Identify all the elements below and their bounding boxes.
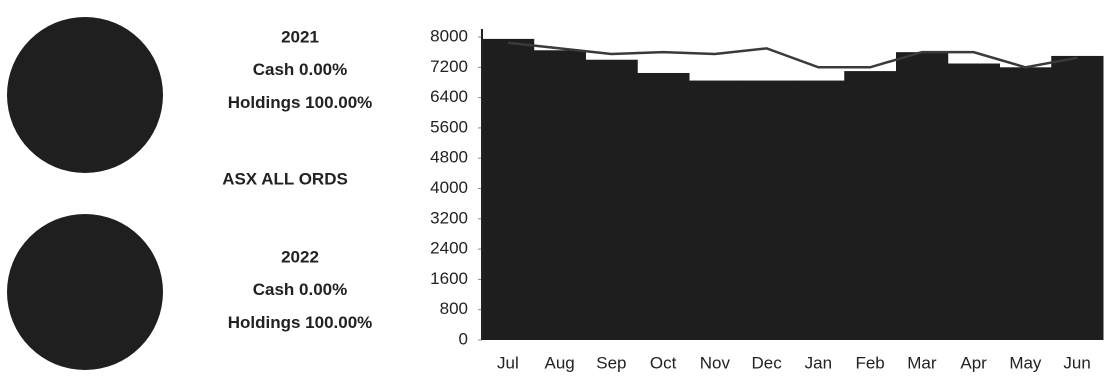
- bar: [896, 52, 949, 341]
- x-tick-label: Jun: [1063, 353, 1090, 372]
- pie-slice: [7, 214, 163, 370]
- line: [507, 41, 1078, 69]
- bar: [947, 63, 1000, 340]
- y-tick-label: 2400: [430, 239, 468, 258]
- bar: [585, 59, 638, 340]
- x-tick-label: May: [1009, 353, 1042, 372]
- pie-legend: Cash 0.00%: [253, 60, 348, 79]
- bar: [689, 80, 742, 341]
- legend-label: Cash: [253, 280, 295, 299]
- pie-slice: [7, 17, 163, 173]
- legend-value: 0.00%: [299, 280, 347, 299]
- x-tick-label: Dec: [752, 353, 783, 372]
- bar: [792, 80, 845, 341]
- y-tick-label: 0: [459, 329, 468, 348]
- pie-title: 2022: [281, 247, 319, 266]
- pie-legend: Holdings 100.00%: [228, 313, 373, 332]
- y-tick-label: 7200: [430, 57, 468, 76]
- bar: [999, 67, 1052, 341]
- x-tick-label: Mar: [907, 353, 937, 372]
- bar: [637, 72, 690, 340]
- y-tick-label: 800: [440, 299, 468, 318]
- y-tick-label: 4000: [430, 178, 468, 197]
- x-tick-label: Aug: [545, 353, 575, 372]
- y-tick-label: 6400: [430, 87, 468, 106]
- legend-label: Holdings: [228, 313, 301, 332]
- pie-legend: Holdings 100.00%: [228, 93, 373, 112]
- legend-label: Cash: [253, 60, 295, 79]
- y-tick-label: 8000: [430, 26, 468, 45]
- x-tick-label: Apr: [960, 353, 987, 372]
- legend-value: 100.00%: [305, 313, 372, 332]
- legend-value: 0.00%: [299, 60, 347, 79]
- chart-title: ASX ALL ORDS: [222, 169, 348, 188]
- bar: [844, 71, 897, 341]
- y-tick-label: 4800: [430, 148, 468, 167]
- bar: [533, 50, 586, 340]
- legend-value: 100.00%: [305, 93, 372, 112]
- y-tick-label: 1600: [430, 269, 468, 288]
- bar: [482, 38, 535, 341]
- x-tick-label: Jan: [805, 353, 832, 372]
- y-tick-label: 3200: [430, 208, 468, 227]
- pie-title: 2021: [281, 27, 319, 46]
- x-tick-label: Oct: [650, 353, 677, 372]
- pie-legend: Cash 0.00%: [253, 280, 348, 299]
- x-tick-label: Feb: [855, 353, 884, 372]
- y-tick-label: 5600: [430, 117, 468, 136]
- x-tick-label: Nov: [700, 353, 731, 372]
- bar: [740, 80, 793, 341]
- x-tick-label: Sep: [596, 353, 626, 372]
- x-tick-label: Jul: [497, 353, 519, 372]
- bar: [1051, 55, 1104, 340]
- legend-label: Holdings: [228, 93, 301, 112]
